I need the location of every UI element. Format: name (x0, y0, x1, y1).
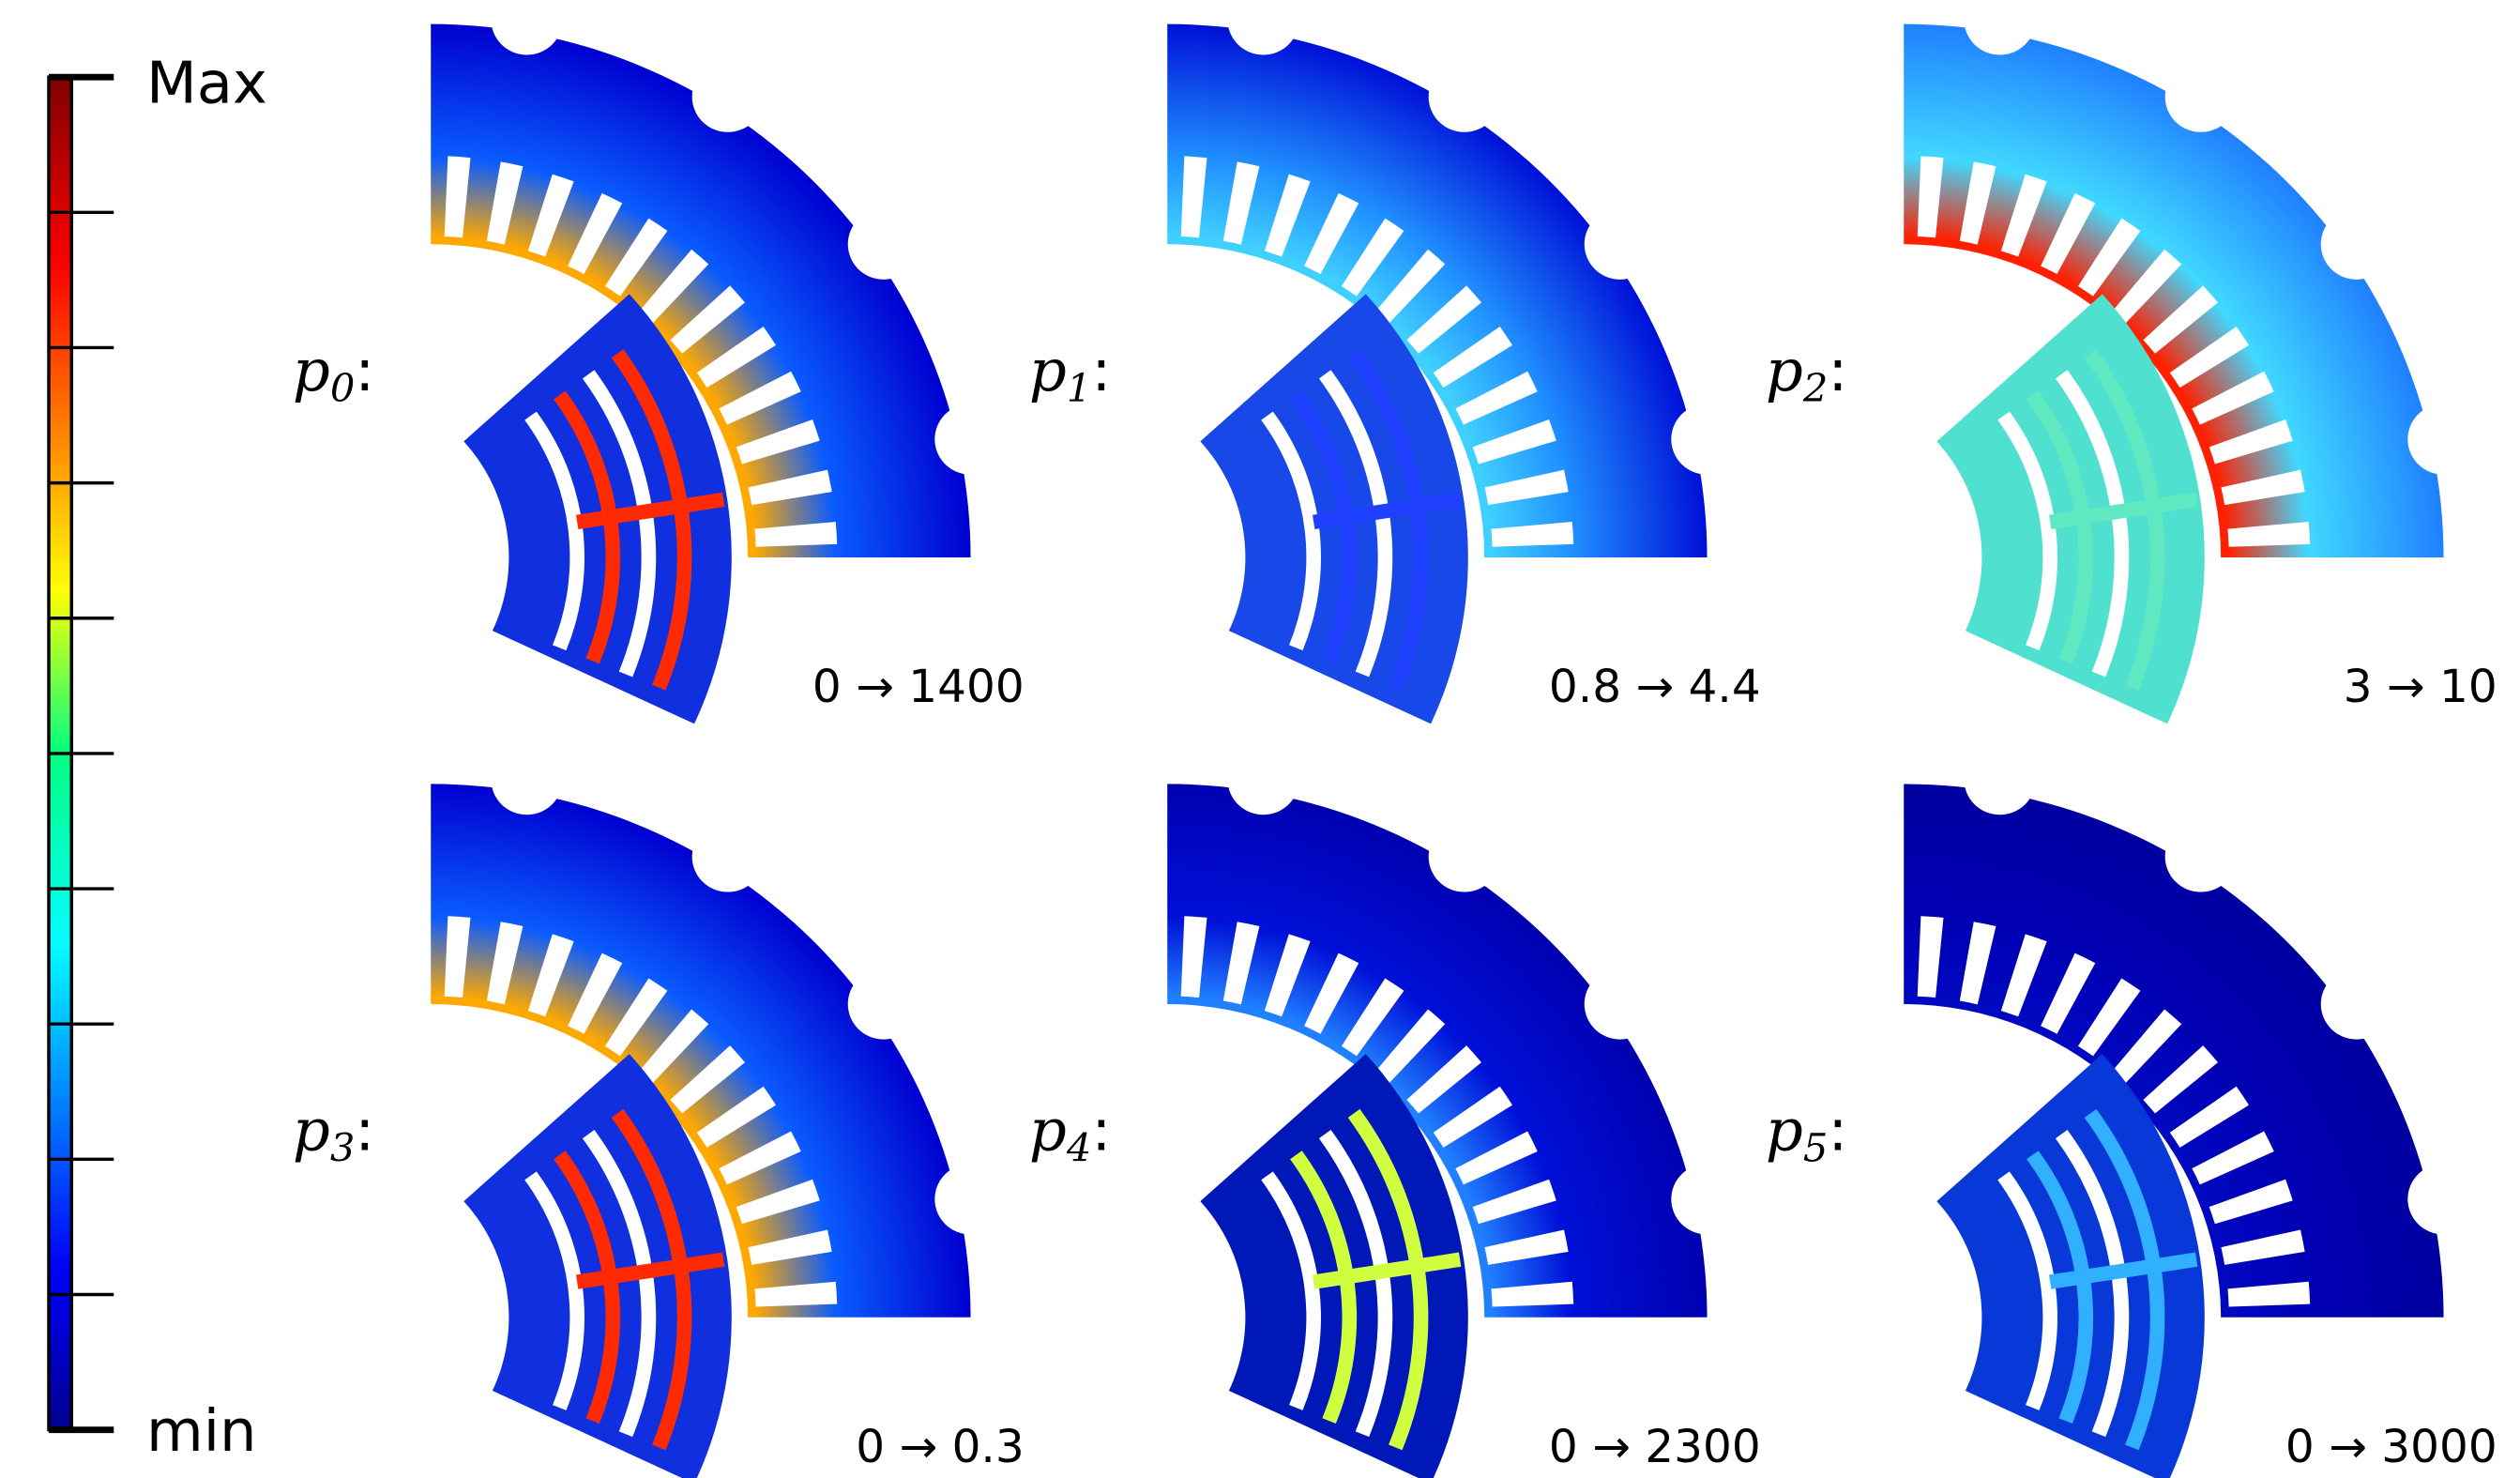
page: Max min p0:0 → 1400p1:0.8 → 4.4p2:3 → 10… (0, 0, 2520, 1478)
label-punct: : (355, 1096, 374, 1165)
stator-notch (1585, 209, 1656, 280)
panel: p2: 3 → 10 (1757, 0, 2497, 724)
panel: p4: 0 → 2300 (1021, 744, 1760, 1478)
rotor-notch (1757, 1173, 1871, 1398)
panel-range: 0.8 → 4.4 (1549, 661, 1761, 713)
panel-label: p1: (1029, 336, 1111, 411)
label-symbol: p (293, 336, 330, 404)
label-punct: : (1828, 1096, 1847, 1165)
label-symbol: p (293, 1096, 330, 1165)
colorbar-max-label: Max (146, 49, 267, 117)
label-punct: : (1091, 1096, 1111, 1165)
stator-notch (848, 968, 919, 1039)
stator-notch (1429, 821, 1500, 891)
stator-notch (2321, 968, 2392, 1039)
rotor-notch (284, 413, 398, 638)
stator-notch (1429, 61, 1500, 131)
stator-notch (1671, 1164, 1742, 1234)
label-punct: : (1091, 336, 1111, 404)
panel-range: 0 → 2300 (1549, 1421, 1761, 1473)
colorbar: Max min (49, 49, 267, 1465)
stator-notch (2407, 1164, 2479, 1234)
label-subscript: 5 (1803, 1126, 1828, 1171)
figure: Max min p0:0 → 1400p1:0.8 → 4.4p2:3 → 10… (0, 0, 2520, 1478)
panel-range: 0 → 1400 (812, 661, 1025, 713)
panel-label: p2: (1766, 336, 1847, 411)
label-symbol: p (1029, 1096, 1067, 1165)
panel-label: p5: (1766, 1096, 1847, 1171)
panel-range: 0 → 0.3 (856, 1421, 1025, 1473)
label-punct: : (1828, 336, 1847, 404)
panel: p3: 0 → 0.3 (284, 744, 1024, 1478)
label-subscript: 2 (1802, 366, 1828, 411)
stator-notch (848, 209, 919, 280)
stator-notch (491, 744, 562, 815)
stator-notch (1585, 968, 1656, 1039)
label-symbol: p (1766, 1096, 1803, 1165)
stator-notch (1227, 744, 1298, 815)
label-subscript: 1 (1067, 366, 1091, 411)
panel-range: 3 → 10 (2344, 661, 2497, 713)
panel: p1: 0.8 → 4.4 (1021, 0, 1760, 724)
stator-notch (2165, 821, 2237, 891)
stator-notch (2407, 404, 2479, 474)
rotor-notch (284, 1173, 398, 1398)
colorbar-min-label: min (146, 1396, 257, 1465)
label-subscript: 3 (330, 1126, 355, 1171)
stator-notch (2165, 61, 2237, 131)
stator-notch (692, 821, 764, 891)
stator-notch (934, 1164, 1006, 1234)
stator-notch (1964, 744, 2035, 815)
rotor-notch (1757, 413, 1871, 638)
panel-label: p4: (1029, 1096, 1111, 1171)
label-subscript: 0 (330, 366, 355, 411)
label-subscript: 4 (1066, 1126, 1091, 1171)
panel-label: p3: (293, 1096, 374, 1171)
panel: p0: 0 → 1400 (284, 0, 1024, 724)
label-punct: : (355, 336, 374, 404)
rotor-notch (1021, 413, 1134, 638)
rotor-notch (1021, 1173, 1134, 1398)
stator-notch (692, 61, 764, 131)
panel-label: p0: (293, 336, 374, 411)
panel: p5: 0 → 3000 (1757, 744, 2497, 1478)
panel-range: 0 → 3000 (2285, 1421, 2497, 1473)
label-symbol: p (1766, 336, 1803, 404)
stator-notch (2321, 209, 2392, 280)
stator-notch (934, 404, 1006, 474)
stator-notch (1671, 404, 1742, 474)
label-symbol: p (1029, 336, 1067, 404)
